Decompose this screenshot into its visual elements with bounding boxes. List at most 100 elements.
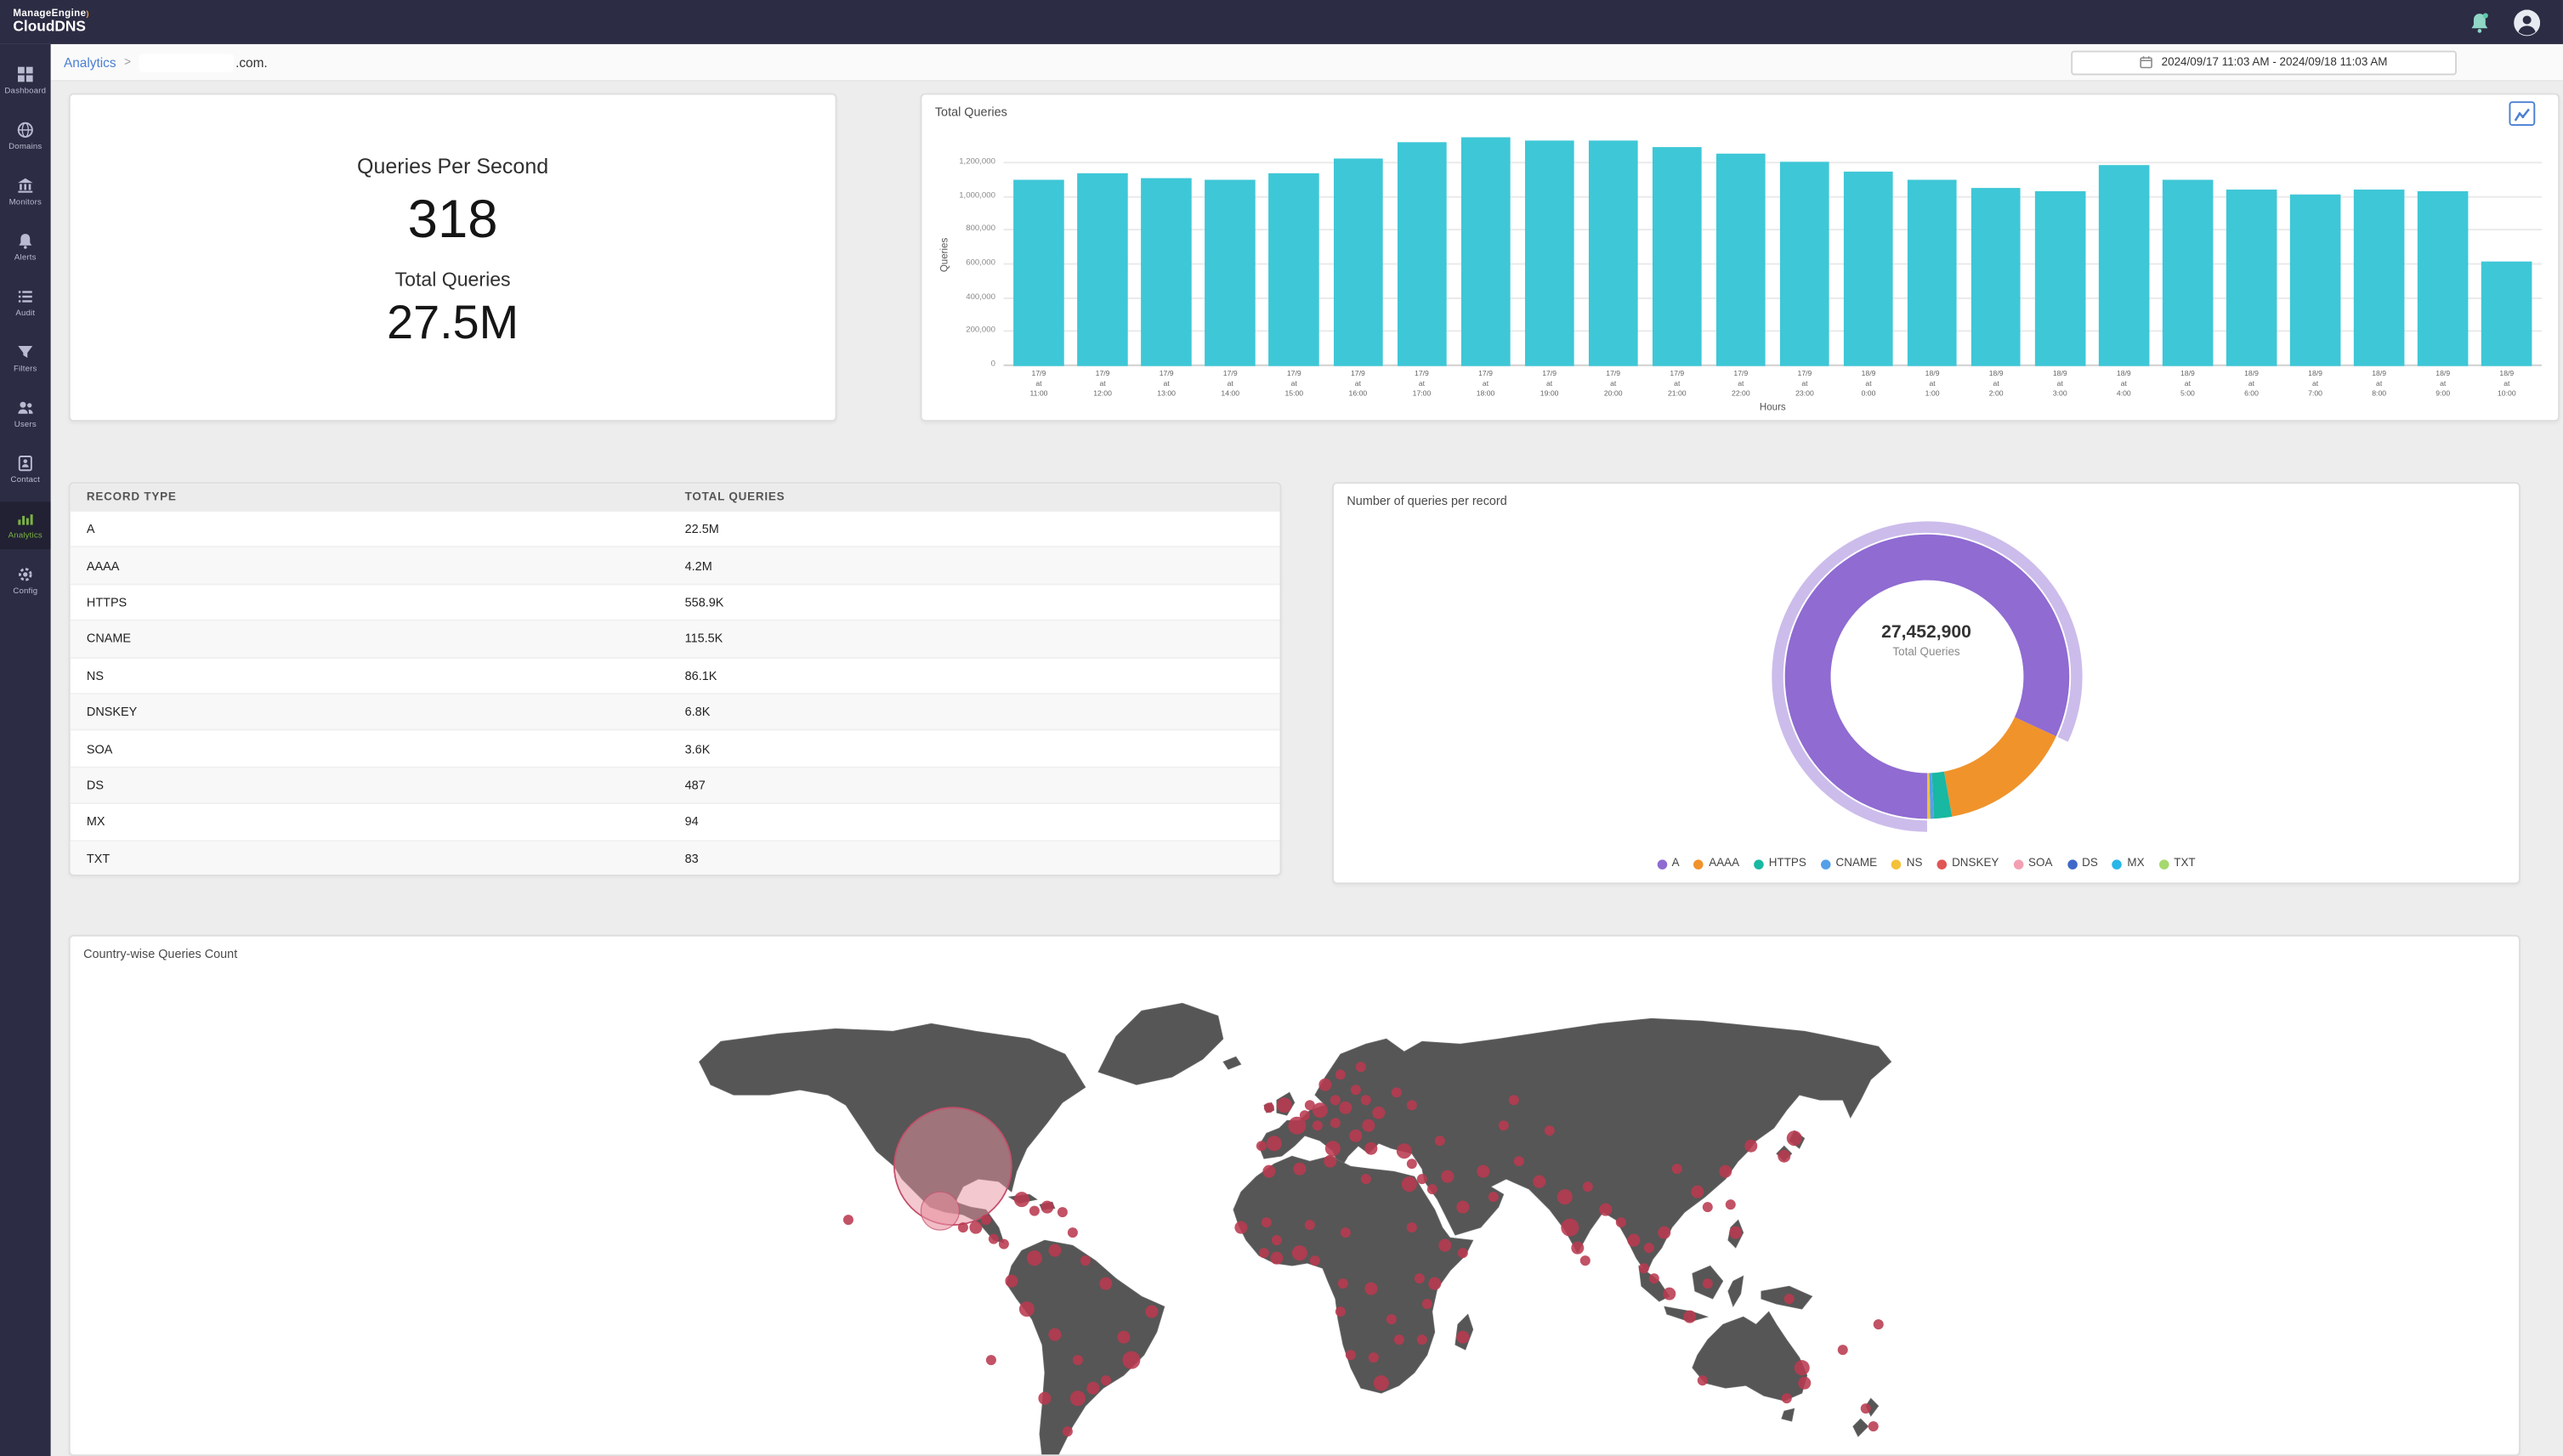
x-tick-label: 17/9 at 14:00 [1221, 369, 1240, 398]
bar-chart-title: Total Queries [934, 105, 1007, 120]
legend-item-MX[interactable]: MX [2112, 858, 2145, 870]
breadcrumb-bar: Analytics > .com. 2024/09/17 11:03 AM - … [50, 43, 2563, 82]
country-query-bubble [1100, 1375, 1111, 1386]
legend-item-HTTPS[interactable]: HTTPS [1754, 858, 1806, 870]
bar-chart-bars [1004, 127, 2542, 366]
breadcrumb-analytics-link[interactable]: Analytics [63, 54, 116, 70]
country-query-bubble [1299, 1110, 1310, 1121]
sidebar-item-filters[interactable]: Filters [0, 335, 51, 382]
query-bar [1269, 173, 1319, 366]
legend-item-DNSKEY[interactable]: DNSKEY [1936, 858, 1999, 870]
legend-item-TXT[interactable]: TXT [2158, 858, 2196, 870]
dashboard-icon [16, 65, 34, 83]
country-query-bubble [1571, 1241, 1585, 1255]
table-row: HTTPS 558.9K [70, 585, 1280, 621]
gear-icon [16, 565, 34, 583]
analytics-icon [16, 510, 34, 528]
country-query-bubble [1099, 1277, 1113, 1290]
query-bar [1652, 146, 1703, 366]
main-content: Queries Per Second 318 Total Queries 27.… [51, 82, 2563, 1456]
table-row: A 22.5M [70, 512, 1280, 548]
donut-chart [1334, 519, 2519, 833]
sulawesi-shape [1727, 1275, 1744, 1308]
country-query-bubble [1488, 1192, 1499, 1203]
query-bar [1205, 180, 1256, 366]
date-range-value: 2024/09/17 11:03 AM - 2024/09/18 11:03 A… [2161, 56, 2388, 68]
bar-slot [1965, 187, 2028, 366]
record-type-cell: MX [86, 814, 105, 830]
donut-segment-AAAA [1942, 717, 2056, 817]
bar-chart-xticks: 17/9 at 11:00 17/9 at 12:00 17/9 at 13:00 17/9 at 1… [1004, 370, 2542, 399]
sidebar-item-contact[interactable]: Contact [0, 446, 51, 494]
country-query-bubble [1456, 1200, 1470, 1214]
bar-slot [1262, 173, 1326, 366]
legend-item-A[interactable]: A [1657, 858, 1680, 870]
country-query-bubble [957, 1222, 968, 1233]
legend-item-AAAA[interactable]: AAAA [1693, 858, 1739, 870]
country-query-bubble [1416, 1174, 1427, 1185]
country-query-bubble [1256, 1141, 1267, 1152]
query-bar [1141, 178, 1192, 366]
sidebar-item-audit[interactable]: Audit [0, 280, 51, 327]
sidebar-item-monitors[interactable]: Monitors [0, 168, 51, 216]
record-type-cell: NS [86, 667, 104, 683]
country-query-bubble [1697, 1375, 1708, 1386]
country-query-bubble [1373, 1375, 1389, 1391]
country-query-bubble [1729, 1226, 1743, 1239]
country-query-bubble [1048, 1328, 1062, 1341]
legend-item-CNAME[interactable]: CNAME [1821, 858, 1877, 870]
country-query-bubble [1873, 1319, 1884, 1330]
sidebar-label: Audit [15, 309, 36, 319]
notifications-bell-icon[interactable] [2468, 10, 2491, 33]
bar-slot [1581, 140, 1645, 366]
chart-type-button[interactable] [2509, 101, 2536, 127]
sidebar-item-alerts[interactable]: Alerts [0, 224, 51, 271]
country-query-bubble [1372, 1106, 1386, 1119]
date-range-picker[interactable]: 2024/09/17 11:03 AM - 2024/09/18 11:03 A… [2071, 49, 2457, 75]
sidebar-item-config[interactable]: Config [0, 558, 51, 605]
record-type-cell: AAAA [86, 558, 120, 574]
country-query-bubble [1579, 1255, 1591, 1266]
sidebar-item-analytics[interactable]: Analytics [0, 501, 51, 550]
breadcrumb-domain-suffix: .com. [235, 54, 268, 70]
legend-item-DS[interactable]: DS [2067, 858, 2098, 870]
country-query-bubble [1349, 1129, 1363, 1142]
x-tick-label: 18/9 at 8:00 [2372, 369, 2387, 398]
country-query-bubble [1798, 1376, 1812, 1390]
country-query-bubble [1615, 1217, 1626, 1228]
query-bar [1907, 180, 1958, 366]
map-title: Country-wise Queries Count [83, 946, 238, 961]
users-icon [16, 399, 34, 416]
country-query-bubble [1288, 1116, 1307, 1135]
sidebar-item-users[interactable]: Users [0, 391, 51, 439]
legend-item-NS[interactable]: NS [1891, 858, 1922, 870]
sidebar-item-dashboard[interactable]: Dashboard [0, 57, 51, 105]
total-queries-cell: 94 [684, 814, 699, 830]
country-query-bubble [1391, 1087, 1402, 1098]
user-avatar[interactable] [2514, 8, 2541, 36]
x-tick-label: 17/9 at 17:00 [1412, 369, 1432, 398]
country-query-bubble [1406, 1159, 1417, 1170]
country-query-bubble [1719, 1164, 1732, 1178]
legend-item-SOA[interactable]: SOA [2013, 858, 2052, 870]
country-query-bubble [1691, 1185, 1704, 1198]
bar-slot [1772, 161, 1836, 366]
country-query-bubble [1013, 1192, 1029, 1208]
country-query-bubble [1477, 1164, 1490, 1178]
continents-layer [698, 1002, 1892, 1455]
country-query-bubble [1271, 1235, 1282, 1246]
country-query-bubble [1364, 1142, 1378, 1155]
south-america-shape [1006, 1239, 1165, 1455]
total-queries-cell: 4.2M [684, 558, 712, 574]
legend-label: A [1671, 858, 1680, 870]
sidebar-item-domains[interactable]: Domains [0, 113, 51, 161]
query-bar [1013, 180, 1064, 366]
sidebar-label: Monitors [9, 197, 43, 208]
bar-slot [1390, 141, 1454, 366]
country-query-bubble [1072, 1355, 1083, 1366]
country-query-bubble [1364, 1282, 1378, 1295]
total-queries-cell: 3.6K [684, 741, 711, 756]
bar-slot [1326, 158, 1390, 366]
bar-slot [1709, 154, 1772, 366]
x-tick-label: 17/9 at 18:00 [1476, 369, 1495, 398]
